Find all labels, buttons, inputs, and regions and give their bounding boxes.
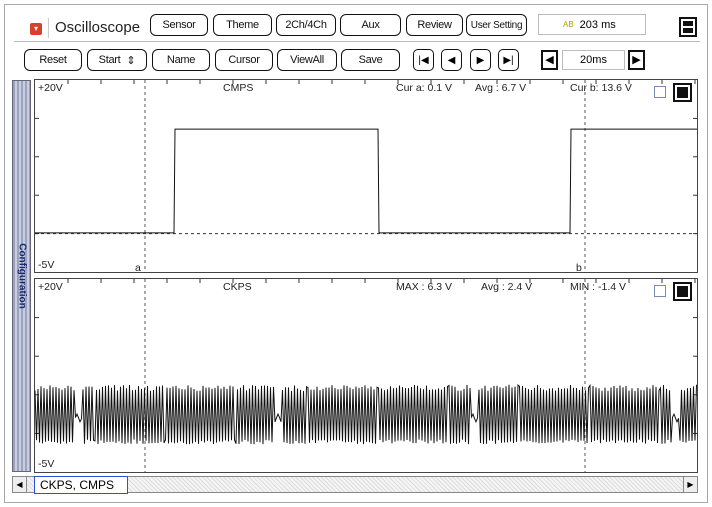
- channel-toggle-icon[interactable]: [673, 83, 692, 102]
- start-select[interactable]: Start ⇕: [87, 49, 147, 71]
- save-button[interactable]: Save: [341, 49, 400, 71]
- cursor-button[interactable]: Cursor: [215, 49, 273, 71]
- updown-icon: ⇕: [126, 54, 135, 67]
- ruler-icon: AB: [563, 20, 574, 29]
- time-display: AB 203 ms: [538, 14, 646, 35]
- ckps-bottom-label: -5V: [38, 458, 54, 470]
- cursor-b-label: b: [576, 262, 582, 274]
- aux-button[interactable]: Aux: [340, 14, 401, 36]
- prev-icon[interactable]: ◀: [441, 49, 462, 71]
- cmps-avg: Avg : 6.7 V: [475, 82, 526, 94]
- divider: [14, 41, 700, 42]
- scroll-right-icon[interactable]: ▶: [683, 477, 697, 492]
- scroll-left-icon[interactable]: ◀: [13, 477, 27, 492]
- name-button[interactable]: Name: [152, 49, 210, 71]
- first-icon[interactable]: |◀: [413, 49, 434, 71]
- ckps-channel-name: CKPS: [223, 281, 252, 293]
- last-icon[interactable]: ▶|: [498, 49, 519, 71]
- cmps-bottom-label: -5V: [38, 259, 54, 271]
- cmps-cur-b: Cur b: 13.6 V: [570, 82, 632, 94]
- sensor-button[interactable]: Sensor: [150, 14, 208, 36]
- timebase-increase-icon[interactable]: ▶: [628, 50, 645, 70]
- cmps-channel-name: CMPS: [223, 82, 253, 94]
- cursor-a-label: a: [135, 262, 141, 274]
- viewall-button[interactable]: ViewAll: [277, 49, 337, 71]
- timebase-decrease-icon[interactable]: ◀: [541, 50, 558, 70]
- ckps-top-label: +20V: [38, 281, 63, 293]
- cmps-top-label: +20V: [38, 82, 63, 94]
- ckps-min: MIN : -1.4 V: [570, 281, 626, 293]
- time-value: 203 ms: [580, 19, 616, 31]
- configuration-label: Configuration: [16, 243, 27, 309]
- ckps-plot[interactable]: +20V -5V CKPS MAX : 6.3 V Avg : 2.4 V MI…: [34, 278, 698, 473]
- theme-button[interactable]: Theme: [213, 14, 272, 36]
- checkbox[interactable]: [654, 285, 666, 297]
- app-title: Oscilloscope: [55, 19, 140, 36]
- channels-button[interactable]: 2Ch/4Ch: [276, 14, 336, 36]
- ckps-avg: Avg : 2.4 V: [481, 281, 532, 293]
- user-setting-button[interactable]: User Setting: [466, 14, 527, 36]
- cmps-plot[interactable]: +20V -5V CMPS Cur a: 0.1 V Avg : 6.7 V C…: [34, 79, 698, 273]
- ckps-max: MAX : 6.3 V: [396, 281, 452, 293]
- checkbox[interactable]: [654, 86, 666, 98]
- start-label: Start: [99, 54, 121, 66]
- review-button[interactable]: Review: [406, 14, 463, 36]
- reset-button[interactable]: Reset: [24, 49, 82, 71]
- cmps-cur-a: Cur a: 0.1 V: [396, 82, 452, 94]
- configuration-panel-toggle[interactable]: Configuration: [12, 80, 31, 472]
- menu-icon[interactable]: ▾: [30, 23, 42, 35]
- layout-icon[interactable]: [679, 17, 697, 37]
- channel-legend: CKPS, CMPS: [34, 476, 128, 494]
- timebase-field[interactable]: 20ms: [562, 50, 625, 70]
- channel-toggle-icon[interactable]: [673, 282, 692, 301]
- next-icon[interactable]: ▶: [470, 49, 491, 71]
